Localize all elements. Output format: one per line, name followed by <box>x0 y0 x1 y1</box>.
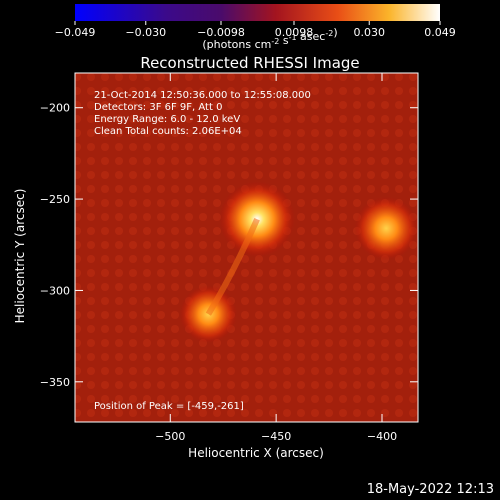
chart-title: Reconstructed RHESSI Image <box>140 54 359 72</box>
y-tick-label: −200 <box>40 102 70 115</box>
observation-info: 21-Oct-2014 12:50:36.000 to 12:55:08.000… <box>94 90 311 137</box>
colorbar-units: (photons cm-2 s-1 asec-2) <box>202 26 337 51</box>
x-axis: −500 −450 −400 <box>155 73 397 443</box>
x-tick-label: −500 <box>155 430 185 443</box>
emission-bridge <box>205 217 260 316</box>
colorbar-tick-label: 0.030 <box>353 26 385 39</box>
info-line: 21-Oct-2014 12:50:36.000 to 12:55:08.000 <box>94 90 311 101</box>
info-line: Energy Range: 6.0 - 12.0 keV <box>94 114 240 125</box>
emission-sources <box>179 181 418 343</box>
x-axis-label: Heliocentric X (arcsec) <box>188 446 324 460</box>
colorbar-tick-label: 0.0098 <box>275 26 314 39</box>
y-axis: −200 −250 −300 −350 <box>40 102 418 389</box>
emission-source <box>354 196 418 260</box>
footer-timestamp: 18-May-2022 12:13 <box>367 482 494 497</box>
colorbar-ticks: −0.049 −0.030 −0.0098 0.0098 0.030 0.049 <box>55 21 456 39</box>
x-tick-label: −450 <box>261 430 291 443</box>
y-tick-label: −350 <box>40 376 70 389</box>
colorbar-tick-label: −0.049 <box>55 26 96 39</box>
y-tick-label: −250 <box>40 193 70 206</box>
y-tick-label: −300 <box>40 284 70 297</box>
info-line: Detectors: 3F 6F 9F, Att 0 <box>94 102 222 113</box>
image-panel <box>75 73 418 422</box>
colorbar-tick-label: −0.0098 <box>197 26 245 39</box>
colorbar: −0.049 −0.030 −0.0098 0.0098 0.030 0.049 (pho… <box>55 4 456 51</box>
x-tick-label: −400 <box>367 430 397 443</box>
colorbar-scale <box>75 4 440 21</box>
peak-position-label: Position of Peak = [-459,-261] <box>94 401 244 412</box>
y-axis-label: Heliocentric Y (arcsec) <box>13 189 27 324</box>
info-line: Clean Total counts: 2.06E+04 <box>94 126 242 137</box>
plot-frame <box>74 72 419 423</box>
colorbar-tick-label: −0.030 <box>125 26 166 39</box>
colorbar-tick-label: 0.049 <box>424 26 456 39</box>
